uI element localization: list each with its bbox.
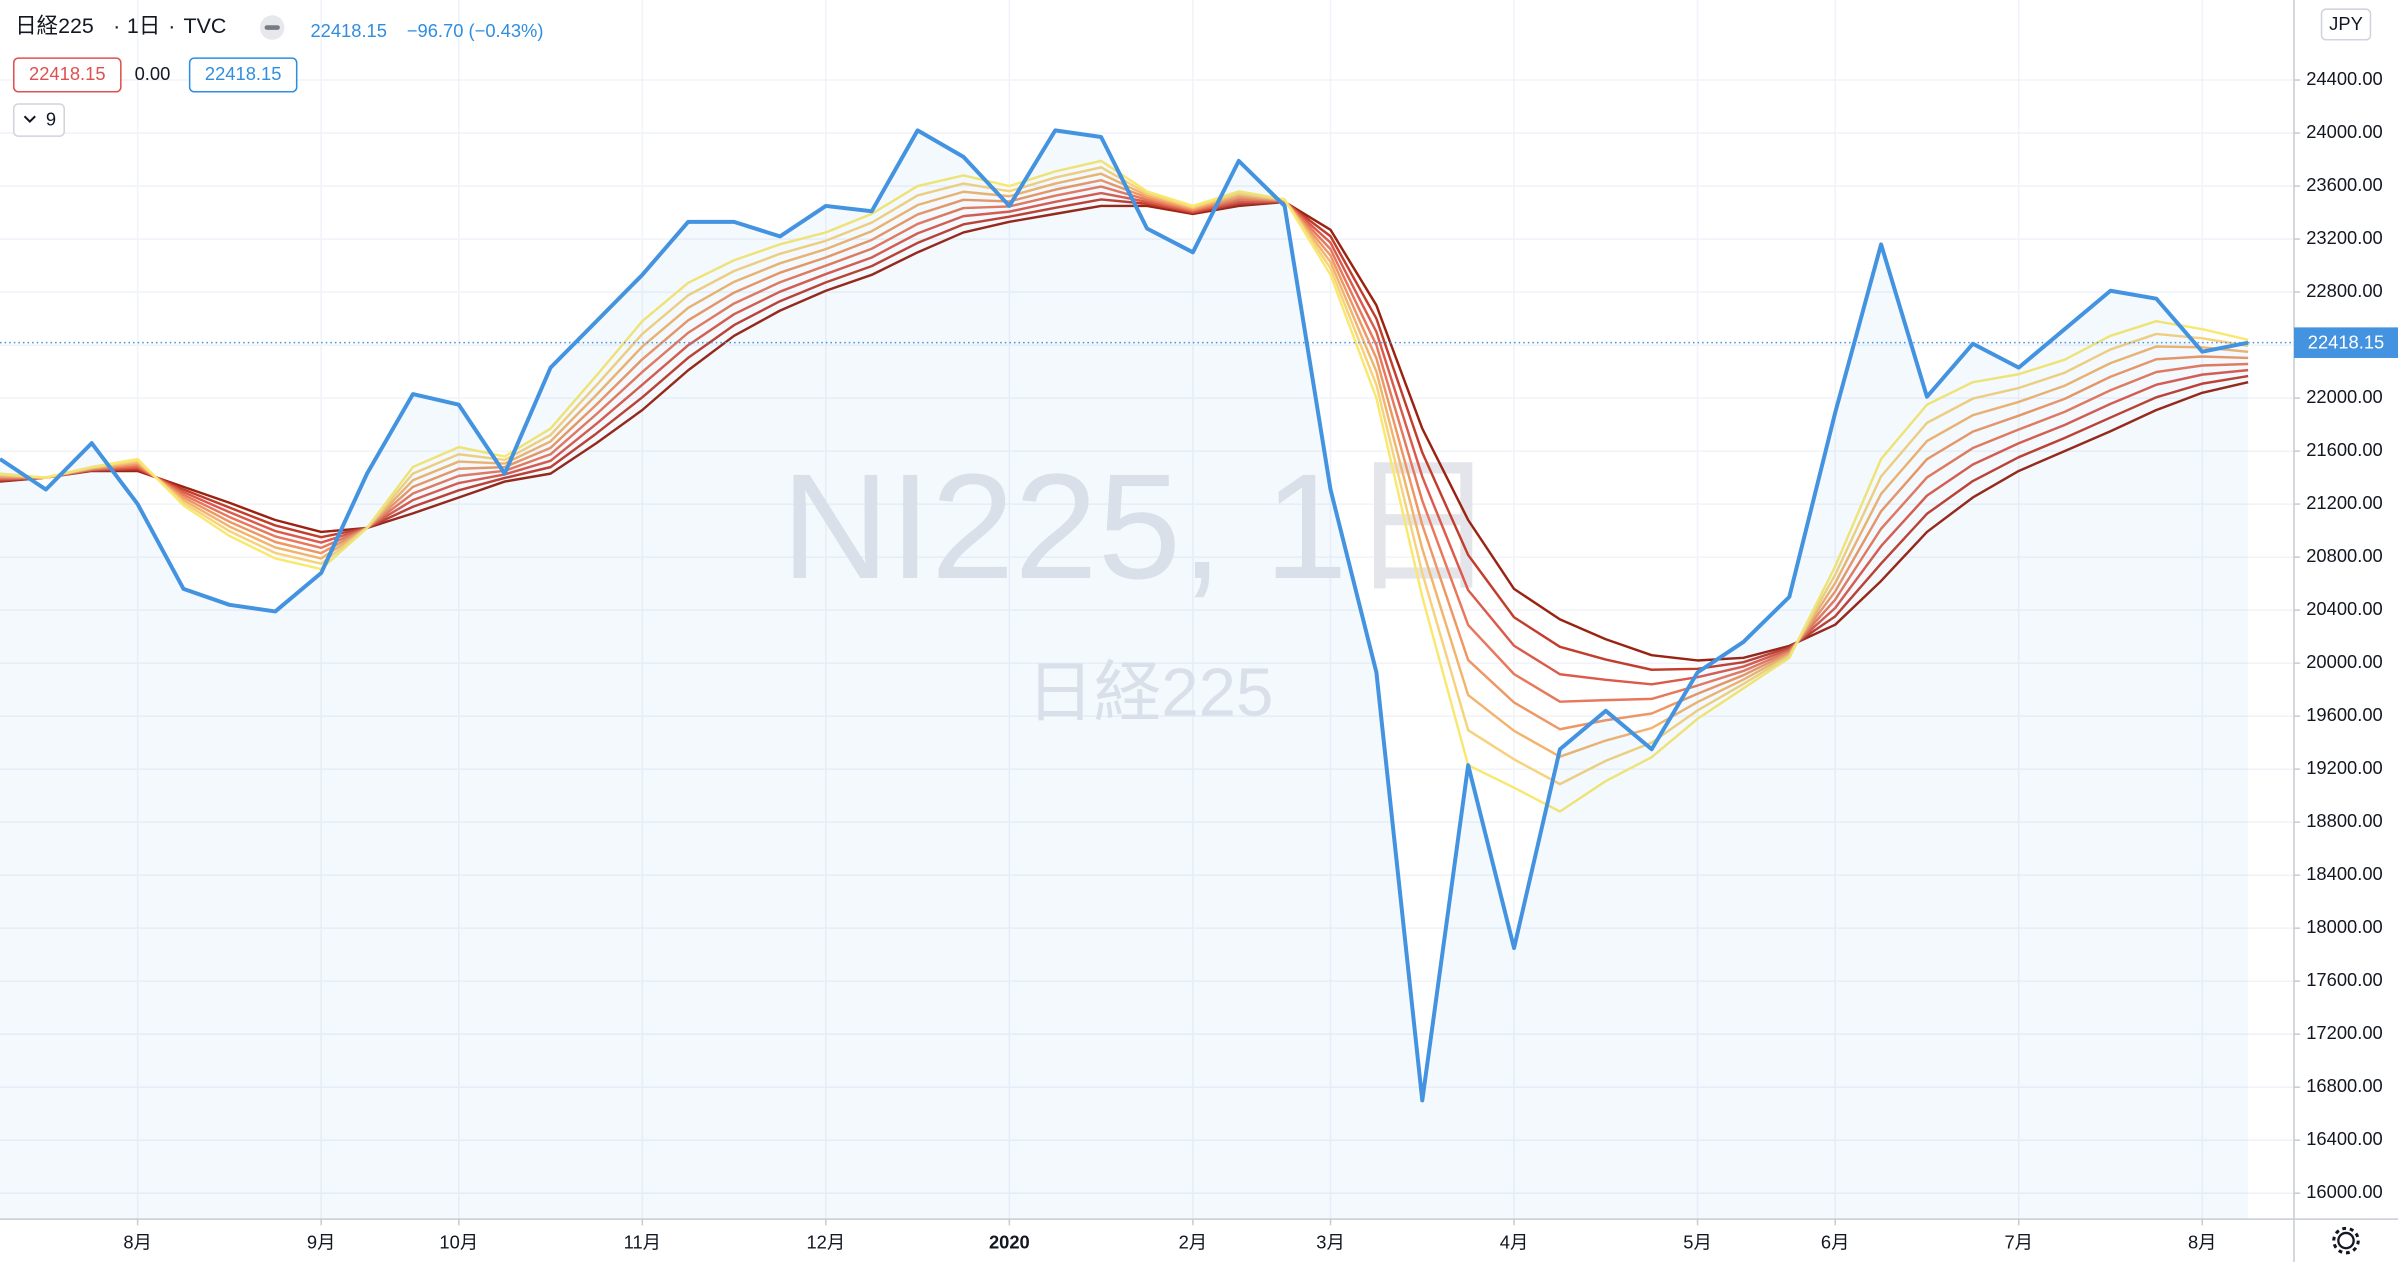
legend-box — [188, 57, 298, 93]
source: TVC — [184, 14, 227, 38]
price-line — [0, 128, 2249, 1103]
x-tick-label: 2020 — [989, 1231, 1030, 1252]
y-tick-label: 23200.00 — [2306, 227, 2383, 248]
y-tick-label: 18000.00 — [2306, 916, 2383, 937]
axes: 16000.00 16400.00 16800.00 17200.00 17600.00… — [123, 68, 2398, 1252]
settings[interactable] — [2332, 1226, 2360, 1255]
y-tick-label: 24400.00 — [2306, 68, 2383, 89]
x-tick-label: 12月 — [806, 1231, 845, 1252]
y-tick-label: 17200.00 — [2306, 1022, 2383, 1043]
plot — [0, 128, 2295, 1220]
toggle-box[interactable] — [12, 103, 65, 137]
market-status[interactable] — [259, 15, 285, 40]
sep: · — [168, 14, 175, 38]
y-tick-label: 16800.00 — [2306, 1075, 2383, 1096]
interval: 1日 — [127, 14, 160, 38]
currency: JPY — [2329, 13, 2363, 34]
x-tick-label: 11月 — [624, 1231, 661, 1252]
y-tick-label: 24000.00 — [2306, 121, 2383, 142]
x-tick-label: 5月 — [1683, 1231, 1712, 1252]
y-tick-label: 23600.00 — [2306, 174, 2383, 195]
y-tick-label: 16000.00 — [2306, 1181, 2383, 1202]
currency-box[interactable] — [2320, 8, 2372, 41]
x-tick-label: 9月 — [307, 1231, 336, 1252]
x-tick-label: 8月 — [2188, 1231, 2217, 1252]
indicators-toggle[interactable]: 9 — [12, 103, 65, 137]
x-tick-label: 7月 — [2004, 1231, 2033, 1252]
symbol: 日経225 — [15, 14, 94, 38]
y-tick-label: 17600.00 — [2306, 969, 2383, 990]
y-tick-label: 21600.00 — [2306, 439, 2383, 460]
watermark-symbol: NI225, 1日 — [781, 442, 1497, 610]
price-area — [0, 130, 2249, 1220]
sep: · — [113, 14, 120, 38]
grid — [0, 0, 2295, 1220]
x-tick-label: 3月 — [1316, 1231, 1345, 1252]
indicator-count: 9 — [46, 109, 56, 130]
y-tick-label: 22000.00 — [2306, 386, 2383, 407]
legend-box — [12, 57, 122, 93]
price-change: −96.70 (−0.43%) — [407, 20, 544, 41]
x-tick-label: 8月 — [123, 1231, 152, 1252]
last-price-tag — [2294, 327, 2398, 358]
last-price-tag-label: 22418.15 — [2308, 331, 2385, 352]
y-tick-label: 16400.00 — [2306, 1128, 2383, 1149]
settings-teeth — [2332, 1226, 2360, 1255]
status-icon — [264, 25, 280, 30]
legend-value: 0.00 — [135, 63, 171, 84]
y-tick-label: 20800.00 — [2306, 545, 2383, 566]
x-tick-label: 2月 — [1179, 1231, 1208, 1252]
watermark-name: 日経225 — [1027, 655, 1274, 730]
y-tick-label: 18800.00 — [2306, 810, 2383, 831]
y-tick-label: 19200.00 — [2306, 757, 2383, 778]
y-tick-label: 18400.00 — [2306, 863, 2383, 884]
y-tick-label: 20000.00 — [2306, 651, 2383, 672]
legend-value: 22418.15 — [205, 63, 282, 84]
y-tick-label: 20400.00 — [2306, 598, 2383, 619]
x-tick-label: 6月 — [1821, 1231, 1850, 1252]
legend-value: 22418.15 — [29, 63, 106, 84]
settings-icon[interactable] — [2337, 1231, 2355, 1250]
x-tick-label: 4月 — [1500, 1231, 1529, 1252]
y-tick-label: 22800.00 — [2306, 280, 2383, 301]
last-price: 22418.15 — [310, 20, 387, 41]
ema-line — [0, 159, 2249, 813]
x-tick-label: 10月 — [439, 1231, 478, 1252]
chevron — [23, 115, 36, 124]
y-tick-label: 19600.00 — [2306, 704, 2383, 725]
y-tick-label: 21200.00 — [2306, 492, 2383, 513]
